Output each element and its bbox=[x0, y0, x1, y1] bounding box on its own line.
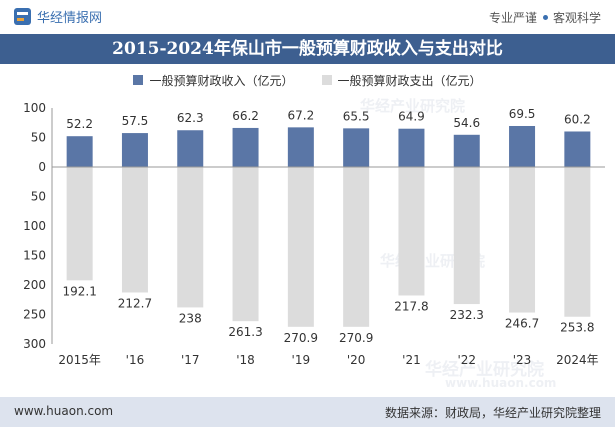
brand-logo: 华经情报网 bbox=[14, 7, 102, 26]
y-tick-label: 50 bbox=[31, 190, 46, 204]
expense-value-label: 212.7 bbox=[118, 296, 152, 310]
income-value-label: 67.2 bbox=[287, 108, 314, 122]
y-tick-label: 100 bbox=[23, 101, 46, 115]
chart-title: 2015-2024年保山市一般预算财政收入与支出对比 bbox=[112, 39, 503, 59]
income-value-label: 62.3 bbox=[177, 111, 204, 125]
income-bar bbox=[66, 136, 93, 167]
income-bar bbox=[453, 134, 480, 167]
income-value-label: 66.2 bbox=[232, 109, 259, 123]
y-tick-label: 100 bbox=[23, 219, 46, 233]
expense-value-label: 270.9 bbox=[284, 331, 318, 345]
expense-value-label: 253.8 bbox=[560, 321, 594, 335]
x-tick-label: '20 bbox=[347, 353, 366, 367]
x-tick-label: '22 bbox=[457, 353, 476, 367]
income-value-label: 52.2 bbox=[66, 117, 93, 131]
expense-bar bbox=[343, 167, 370, 327]
expense-value-label: 217.8 bbox=[394, 300, 428, 314]
legend-label-expense: 一般预算财政支出（亿元） bbox=[337, 73, 482, 88]
x-tick-label: '17 bbox=[181, 353, 200, 367]
income-value-label: 54.6 bbox=[453, 116, 480, 130]
slogan-left: 专业严谨 bbox=[488, 11, 537, 25]
expense-bar bbox=[121, 167, 148, 293]
expense-bar bbox=[509, 167, 536, 313]
expense-bar bbox=[564, 167, 591, 317]
expense-bar bbox=[398, 167, 425, 296]
y-tick-label: 200 bbox=[23, 278, 46, 292]
expense-value-label: 246.7 bbox=[505, 317, 539, 331]
x-tick-label: '18 bbox=[236, 353, 255, 367]
income-value-label: 60.2 bbox=[564, 112, 591, 126]
x-tick-label: '21 bbox=[402, 353, 421, 367]
bar-chart: 100 50 0 50 100 150 200 250 300 192.1 52.2 2015年 212… bbox=[23, 101, 605, 367]
expense-value-label: 261.3 bbox=[228, 325, 262, 339]
legend-label-income: 一般预算财政收入（亿元） bbox=[149, 73, 294, 88]
expense-value-label: 270.9 bbox=[339, 331, 373, 345]
y-tick-label: 150 bbox=[23, 249, 46, 263]
y-tick-label: 300 bbox=[23, 337, 46, 351]
income-bar bbox=[121, 133, 148, 167]
expense-bar bbox=[453, 167, 480, 305]
income-bar bbox=[177, 130, 204, 167]
x-tick-label: '16 bbox=[126, 353, 145, 367]
income-bar bbox=[564, 131, 591, 167]
income-bar bbox=[343, 128, 370, 167]
income-bar bbox=[287, 127, 314, 167]
expense-bar bbox=[177, 167, 204, 308]
footer-url: www.huaon.com bbox=[14, 404, 114, 418]
expense-bar bbox=[66, 167, 93, 281]
income-bar bbox=[509, 125, 536, 167]
x-tick-label: '23 bbox=[513, 353, 532, 367]
expense-bar bbox=[232, 167, 259, 322]
income-bar bbox=[398, 128, 425, 167]
y-tick-label: 50 bbox=[31, 131, 46, 145]
legend-item-expense: 一般预算财政支出（亿元） bbox=[321, 70, 482, 90]
expense-bar bbox=[287, 167, 314, 327]
legend-swatch-income bbox=[133, 75, 144, 85]
footer-bar bbox=[0, 397, 615, 427]
x-tick-label: 2024年 bbox=[556, 353, 599, 367]
y-tick-label: 250 bbox=[23, 308, 46, 322]
expense-value-label: 232.3 bbox=[450, 308, 484, 322]
x-tick-label: '19 bbox=[292, 353, 311, 367]
expense-value-label: 192.1 bbox=[62, 284, 96, 298]
income-value-label: 57.5 bbox=[122, 114, 149, 128]
bullet-icon bbox=[542, 15, 548, 20]
top-bar: 华经情报网 专业严谨 客观科学 bbox=[0, 0, 615, 34]
chart-legend: 一般预算财政收入（亿元） 一般预算财政支出（亿元） bbox=[0, 70, 615, 90]
legend-swatch-expense bbox=[321, 75, 332, 85]
footer-source: 数据来源：财政局，华经产业研究院整理 bbox=[384, 406, 601, 420]
slogan-right: 客观科学 bbox=[552, 11, 601, 25]
slogan: 专业严谨 客观科学 bbox=[489, 9, 601, 26]
logo-icon bbox=[14, 8, 31, 25]
y-tick-label: 0 bbox=[38, 160, 46, 174]
income-value-label: 65.5 bbox=[343, 109, 370, 123]
logo-text: 华经情报网 bbox=[37, 11, 103, 26]
expense-value-label: 238 bbox=[179, 311, 202, 325]
x-tick-label: 2015年 bbox=[58, 353, 101, 367]
income-value-label: 64.9 bbox=[398, 110, 425, 124]
income-value-label: 69.5 bbox=[509, 107, 536, 121]
income-bar bbox=[232, 127, 259, 167]
title-bar bbox=[0, 34, 615, 64]
legend-item-income: 一般预算财政收入（亿元） bbox=[133, 70, 294, 90]
